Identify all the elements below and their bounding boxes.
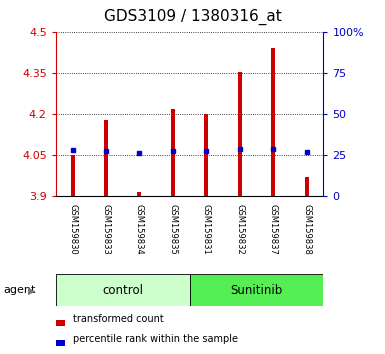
- Bar: [56, 340, 65, 346]
- Text: GSM159830: GSM159830: [68, 204, 77, 255]
- Bar: [137, 192, 141, 196]
- Text: percentile rank within the sample: percentile rank within the sample: [73, 334, 238, 344]
- Bar: [238, 72, 242, 196]
- Text: GSM159835: GSM159835: [168, 204, 177, 255]
- Bar: [56, 320, 65, 326]
- Text: GSM159838: GSM159838: [302, 204, 311, 255]
- Text: GDS3109 / 1380316_at: GDS3109 / 1380316_at: [104, 9, 281, 25]
- Bar: [305, 177, 309, 196]
- Bar: [204, 114, 208, 196]
- Bar: [56, 274, 189, 306]
- Bar: [189, 274, 323, 306]
- Bar: [70, 155, 75, 196]
- Text: GSM159831: GSM159831: [202, 204, 211, 255]
- Bar: [104, 120, 108, 196]
- Bar: [171, 109, 175, 196]
- Text: GSM159833: GSM159833: [102, 204, 110, 255]
- Bar: [271, 48, 275, 196]
- Text: GSM159832: GSM159832: [235, 204, 244, 255]
- Text: ▶: ▶: [28, 286, 35, 296]
- Text: GSM159834: GSM159834: [135, 204, 144, 255]
- Text: transformed count: transformed count: [73, 314, 164, 325]
- Text: Sunitinib: Sunitinib: [230, 284, 283, 297]
- Text: GSM159837: GSM159837: [269, 204, 278, 255]
- Text: agent: agent: [4, 285, 36, 295]
- Text: control: control: [102, 284, 143, 297]
